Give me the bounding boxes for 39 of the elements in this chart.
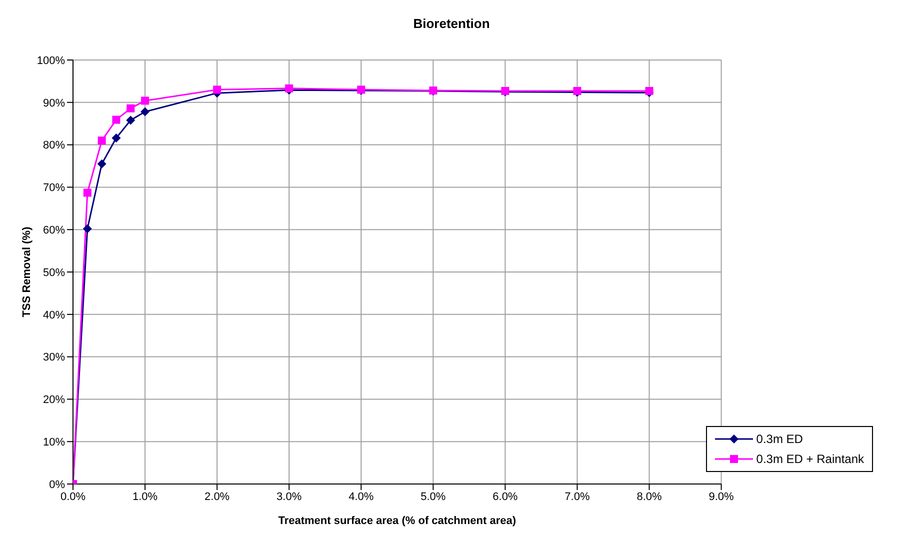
point (126, 104, 135, 112)
point (112, 134, 121, 143)
point (645, 86, 654, 95)
x-tick-label: 9.0% (708, 490, 734, 503)
x-tick-label: 3.0% (276, 490, 302, 503)
x-tick-label: 6.0% (492, 490, 518, 503)
x-tick-label: 5.0% (420, 490, 446, 503)
legend-label: 0.3m ED (756, 431, 803, 448)
y-tick-label: 60% (42, 224, 66, 237)
y-tick-label: 0% (49, 478, 66, 491)
y-tick-label: 70% (42, 182, 66, 194)
point (98, 136, 106, 145)
x-tick-label: 0.0% (60, 490, 86, 503)
x-axis-title: Treatment surface area (% of catchment area) (278, 515, 516, 527)
point (82, 224, 92, 234)
y-tick-label: 80% (42, 140, 66, 152)
point (112, 116, 120, 124)
point (140, 107, 150, 116)
y-tick-label: 40% (42, 309, 66, 322)
x-tick-label: 2.0% (204, 490, 230, 503)
x-tick-label: 4.0% (348, 490, 374, 503)
point (126, 116, 136, 125)
y-tick-label: 100% (36, 54, 66, 67)
y-tick-label: 90% (42, 97, 66, 110)
point (83, 188, 92, 197)
point (285, 84, 294, 92)
y-tick-label: 50% (42, 266, 66, 279)
y-tick-label: 20% (42, 394, 66, 406)
x-tick-label: 8.0% (636, 490, 662, 503)
point (213, 86, 222, 94)
legend-label: 0.3m ED + Raintank (756, 451, 864, 468)
point (141, 96, 150, 105)
y-tick-label: 30% (42, 352, 66, 364)
point (97, 159, 106, 168)
y-tick-label: 10% (42, 436, 66, 449)
y-axis-title: TSS Removal (%) (20, 226, 33, 318)
x-tick-label: 1.0% (132, 490, 158, 503)
chart-title: Bioretention (412, 16, 491, 31)
x-tick-label: 7.0% (564, 490, 590, 503)
